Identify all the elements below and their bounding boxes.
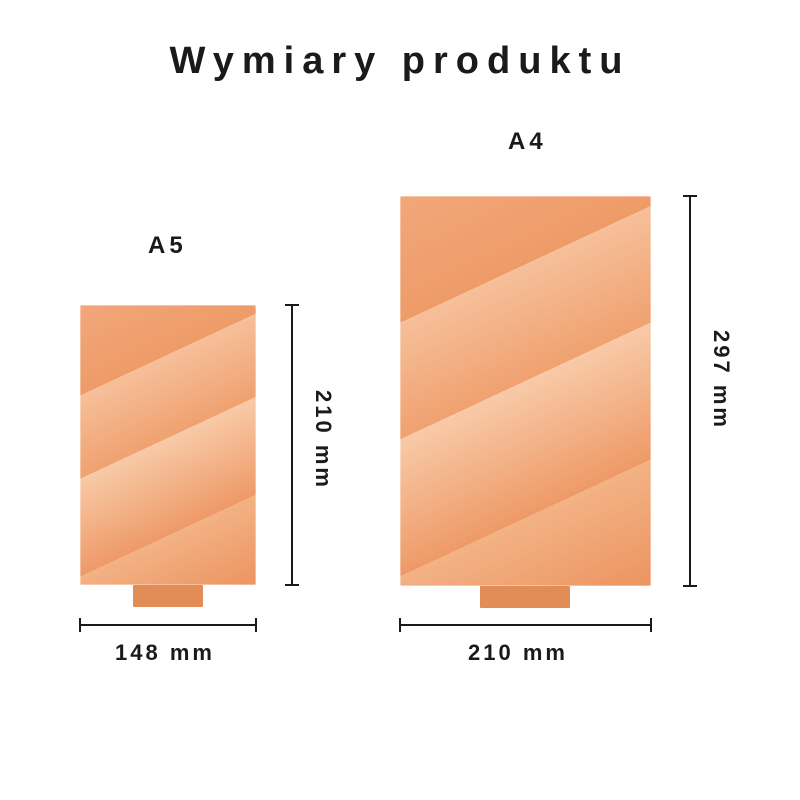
a5-panel-shine [80,305,256,585]
a5-size-label: A5 [148,232,187,260]
a5-height-dim-cap-bottom [285,584,299,586]
a4-panel-shine [400,196,651,586]
a5-height-dim-line [291,305,293,585]
a4-size-label: A4 [508,128,547,156]
a5-width-dim-cap-left [79,618,81,632]
a5-height-dim-cap-top [285,304,299,306]
a5-width-dim-text: 148 mm [115,640,215,666]
a4-width-dim-cap-right [650,618,652,632]
a4-base [480,586,570,608]
a5-base [133,585,203,607]
a4-width-dim-cap-left [399,618,401,632]
a5-width-dim-line [80,624,256,626]
a5-panel [80,305,256,585]
a4-height-dim-text: 297 mm [708,330,734,430]
a4-height-dim-cap-top [683,195,697,197]
a5-width-dim-cap-right [255,618,257,632]
a4-height-dim-cap-bottom [683,585,697,587]
a4-width-dim-line [400,624,651,626]
a4-width-dim-text: 210 mm [468,640,568,666]
page-title: Wymiary produktu [0,40,800,83]
a5-height-dim-text: 210 mm [310,390,336,490]
a4-height-dim-line [689,196,691,586]
a4-panel [400,196,651,586]
